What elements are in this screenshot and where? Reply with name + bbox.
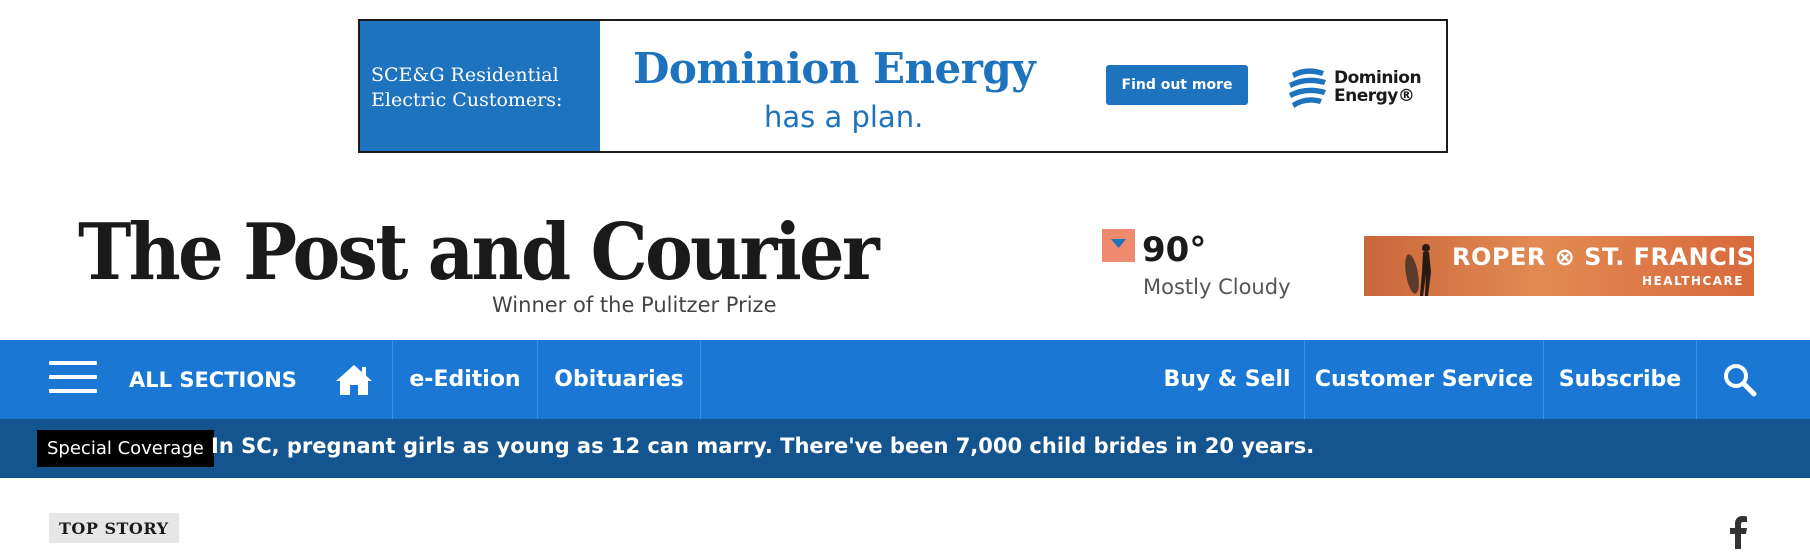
breaking-headline-link[interactable]: In SC, pregnant girls as young as 12 can…	[211, 434, 1315, 458]
ad-subline: has a plan.	[764, 100, 924, 134]
ad-left-line2: Electric Customers:	[371, 89, 563, 111]
nav-divider	[537, 340, 538, 419]
nav-divider	[1696, 340, 1697, 419]
weather-condition: Mostly Cloudy	[1143, 275, 1291, 299]
nav-subscribe[interactable]: Subscribe	[1558, 367, 1682, 392]
nav-divider	[1543, 340, 1544, 419]
site-tagline: Winner of the Pulitzer Prize	[492, 293, 777, 317]
ad-left-panel: SCE&G Residential Electric Customers:	[360, 21, 600, 151]
dominion-logo-text: Dominion Energy®	[1334, 68, 1422, 106]
nav-e-edition[interactable]: e-Edition	[409, 367, 521, 392]
dominion-logo-line2: Energy®	[1334, 86, 1415, 106]
sponsor-name: ROPER ⊗ ST. FRANCIS	[1452, 243, 1754, 271]
dominion-stripes-icon	[1289, 68, 1326, 108]
nav-divider	[392, 340, 393, 419]
nav-obituaries[interactable]: Obituaries	[554, 367, 684, 392]
dominion-logo-line1: Dominion	[1334, 68, 1422, 88]
dominion-energy-logo: Dominion Energy®	[1286, 63, 1426, 113]
ad-headline: Dominion Energy	[633, 44, 1036, 93]
weather-temperature[interactable]: 90°	[1142, 230, 1207, 270]
breaking-news-bar: Special Coverage In SC, pregnant girls a…	[0, 419, 1810, 478]
top-story-badge: TOP STORY	[49, 513, 179, 543]
sponsor-subtitle: HEALTHCARE	[1642, 274, 1744, 288]
ad-find-out-more-button[interactable]: Find out more	[1106, 65, 1248, 105]
ad-left-line1: SCE&G Residential	[371, 64, 559, 86]
site-logo[interactable]: The Post and Courier	[78, 207, 880, 298]
surfer-silhouette-icon	[1405, 244, 1431, 296]
hamburger-menu-icon[interactable]	[49, 340, 97, 419]
facebook-icon[interactable]	[1726, 515, 1750, 549]
nav-divider	[1304, 340, 1305, 419]
main-nav-bar: ALL SECTIONS e-Edition Obituaries Buy & …	[0, 340, 1810, 419]
nav-divider	[700, 340, 701, 419]
weather-down-arrow-icon[interactable]	[1102, 229, 1135, 262]
search-icon[interactable]	[1697, 340, 1783, 419]
special-coverage-label: Special Coverage	[37, 430, 214, 467]
home-icon[interactable]	[315, 340, 393, 419]
nav-customer-service[interactable]: Customer Service	[1314, 367, 1534, 392]
nav-buy-sell[interactable]: Buy & Sell	[1163, 367, 1291, 392]
nav-all-sections[interactable]: ALL SECTIONS	[129, 367, 297, 392]
top-ad-banner[interactable]: SCE&G Residential Electric Customers: Do…	[358, 19, 1448, 153]
sponsor-ad-roper-st-francis[interactable]: ROPER ⊗ ST. FRANCIS HEALTHCARE	[1364, 236, 1754, 296]
